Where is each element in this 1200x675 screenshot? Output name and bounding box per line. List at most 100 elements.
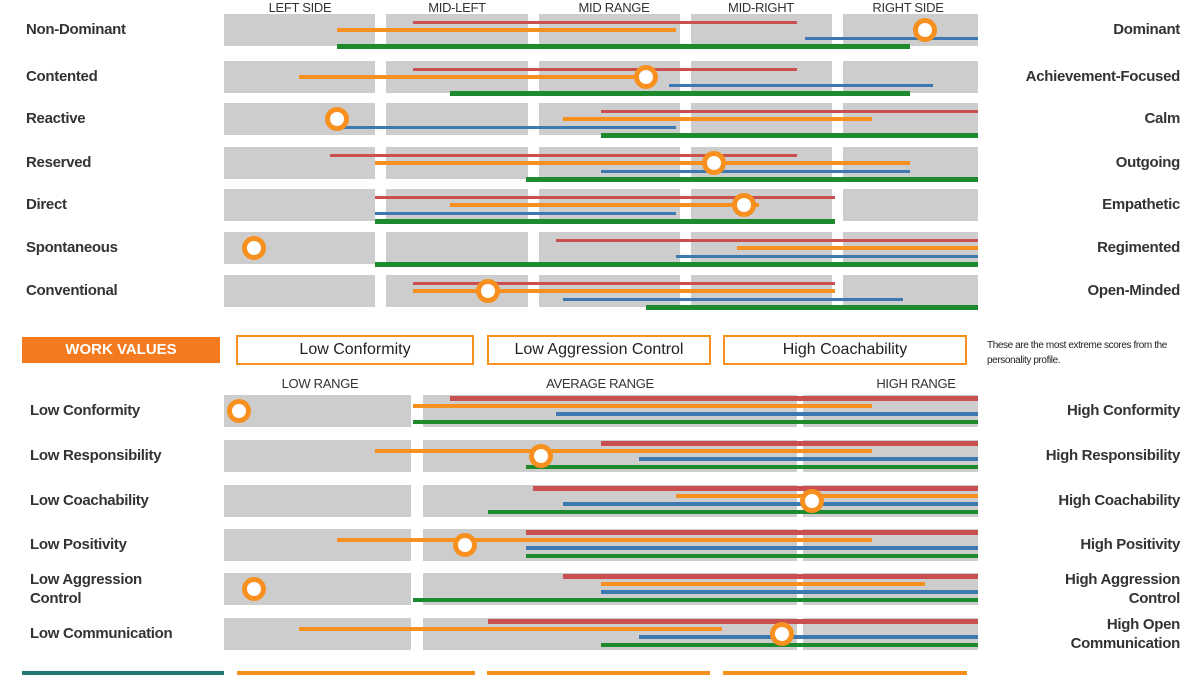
extreme-score-3: High Coachability xyxy=(723,335,967,365)
score-marker xyxy=(702,151,727,175)
track-segment xyxy=(224,395,411,427)
blue-range-bar xyxy=(601,169,911,173)
right-trait-label: Outgoing xyxy=(1115,154,1181,171)
score-marker xyxy=(634,65,659,89)
left-trait-label: Low Positivity xyxy=(30,536,127,553)
orange-range-bar xyxy=(601,582,926,586)
right-trait-label: High Coachability xyxy=(1058,492,1180,509)
footer-line xyxy=(487,671,710,675)
score-marker xyxy=(528,444,553,468)
red-range-bar xyxy=(533,485,978,491)
range-label: RIGHT SIDE xyxy=(872,0,944,15)
blue-range-bar xyxy=(563,502,978,506)
red-range-bar xyxy=(601,440,978,446)
red-range-bar xyxy=(329,153,798,157)
track-segment xyxy=(539,232,680,264)
green-range-bar xyxy=(601,643,978,647)
range-label: MID RANGE xyxy=(578,0,650,15)
track-segment xyxy=(224,147,375,179)
track-segment xyxy=(691,14,832,46)
score-marker xyxy=(242,236,267,260)
left-trait-label: Low Coachability xyxy=(30,492,149,509)
blue-range-bar xyxy=(676,254,978,258)
right-trait-label: Achievement-Focused xyxy=(1025,68,1181,85)
track-segment xyxy=(224,440,411,472)
left-trait-label: Low Responsibility xyxy=(30,447,162,464)
left-trait-label: Low Conformity xyxy=(30,402,140,419)
left-trait-label: Direct xyxy=(26,196,67,213)
range-label: AVERAGE RANGE xyxy=(546,376,654,391)
range-label: MID-RIGHT xyxy=(728,0,794,15)
track-segment xyxy=(224,275,375,307)
track-segment xyxy=(224,103,375,135)
green-range-bar xyxy=(450,90,911,96)
right-trait-label: High Responsibility xyxy=(1045,447,1181,464)
range-label: LEFT SIDE xyxy=(268,0,332,15)
footer-line xyxy=(22,671,224,675)
score-marker xyxy=(913,18,938,42)
orange-range-bar xyxy=(412,289,835,293)
red-range-bar xyxy=(412,67,798,71)
track-segment xyxy=(691,61,832,93)
blue-range-bar xyxy=(525,546,978,550)
left-trait-label: Low Aggression Control xyxy=(30,571,142,607)
footer-line xyxy=(723,671,967,675)
blue-range-bar xyxy=(638,635,978,639)
blue-range-bar xyxy=(374,211,677,215)
track-segment xyxy=(386,103,528,135)
extreme-score-1: Low Conformity xyxy=(236,335,474,365)
green-range-bar xyxy=(525,465,978,469)
red-range-bar xyxy=(525,529,978,535)
range-label: MID-LEFT xyxy=(428,0,486,15)
blue-range-bar xyxy=(804,36,978,40)
red-range-bar xyxy=(374,195,835,199)
right-trait-label: Regimented xyxy=(1097,239,1180,256)
score-marker xyxy=(325,107,350,131)
score-marker xyxy=(227,399,252,423)
orange-range-bar xyxy=(676,494,978,498)
green-range-bar xyxy=(601,132,978,138)
track-segment xyxy=(843,189,978,221)
track-segment xyxy=(224,189,375,221)
blue-range-bar xyxy=(668,83,933,87)
left-trait-label: Contented xyxy=(26,68,98,85)
range-label: LOW RANGE xyxy=(281,376,359,391)
extreme-score-2: Low Aggression Control xyxy=(487,335,711,365)
right-trait-label: High Aggression Control xyxy=(1065,571,1180,607)
green-range-bar xyxy=(525,554,978,558)
green-range-bar xyxy=(646,304,978,310)
track-segment xyxy=(224,485,411,517)
red-range-bar xyxy=(601,109,978,113)
red-range-bar xyxy=(450,395,978,401)
green-range-bar xyxy=(412,598,978,602)
left-trait-label: Reactive xyxy=(26,110,86,127)
track-segment xyxy=(843,275,978,307)
score-marker xyxy=(732,193,757,217)
right-trait-label: Empathetic xyxy=(1102,196,1180,213)
red-range-bar xyxy=(563,573,978,579)
red-range-bar xyxy=(412,20,798,24)
left-trait-label: Reserved xyxy=(26,154,92,171)
orange-range-bar xyxy=(563,117,873,121)
right-trait-label: Open-Minded xyxy=(1087,282,1180,299)
orange-range-bar xyxy=(337,28,677,32)
green-range-bar xyxy=(525,176,978,182)
score-marker xyxy=(242,577,267,601)
score-marker xyxy=(453,533,478,557)
score-marker xyxy=(800,489,825,513)
red-range-bar xyxy=(487,618,978,624)
right-trait-label: Dominant xyxy=(1113,21,1180,38)
right-trait-label: Calm xyxy=(1144,110,1181,127)
orange-range-bar xyxy=(299,627,722,631)
right-trait-label: High Positivity xyxy=(1080,536,1180,553)
green-range-bar xyxy=(337,43,911,49)
extremes-note: These are the most extreme scores from t… xyxy=(987,340,1167,366)
blue-range-bar xyxy=(563,297,903,301)
blue-range-bar xyxy=(638,457,978,461)
blue-range-bar xyxy=(555,412,978,416)
score-marker xyxy=(769,622,794,646)
work-values-label: WORK VALUES xyxy=(22,337,220,363)
blue-range-bar xyxy=(601,590,978,594)
orange-range-bar xyxy=(736,246,978,250)
orange-range-bar xyxy=(412,404,873,408)
